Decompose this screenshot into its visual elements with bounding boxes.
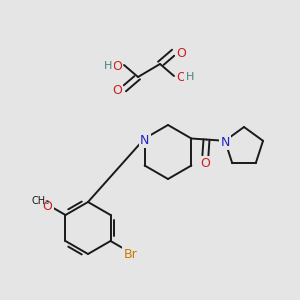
Text: H: H xyxy=(186,72,194,82)
Text: O: O xyxy=(42,200,52,212)
Text: N: N xyxy=(220,136,230,149)
Text: O: O xyxy=(112,84,122,97)
Text: CH₃: CH₃ xyxy=(31,196,50,206)
Text: Br: Br xyxy=(124,248,137,260)
Text: O: O xyxy=(112,60,122,73)
Text: O: O xyxy=(176,71,186,84)
Text: N: N xyxy=(140,134,149,146)
Text: O: O xyxy=(176,47,186,60)
Text: O: O xyxy=(200,158,210,170)
Text: H: H xyxy=(104,61,112,71)
